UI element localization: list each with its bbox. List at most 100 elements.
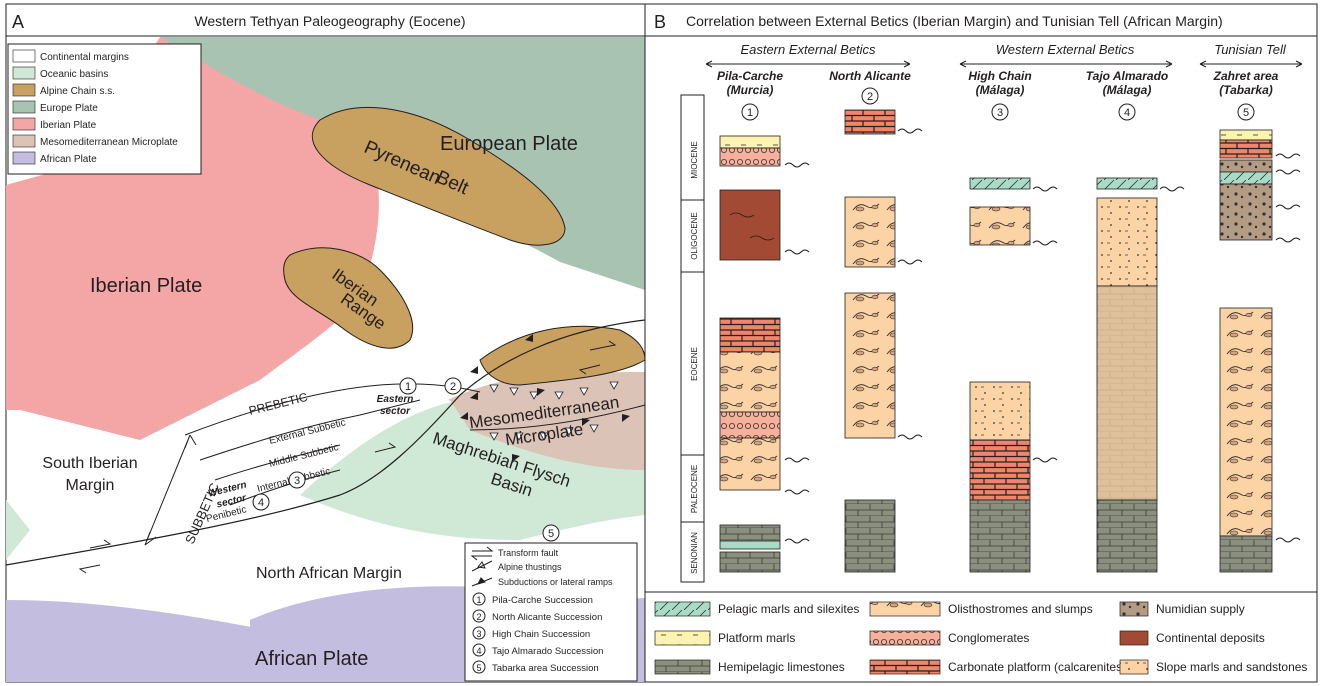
- legend-label: Europe Plate: [40, 103, 98, 114]
- maghrebian-basin: [300, 400, 645, 540]
- lithology-label: Olisthostromes and slumps: [948, 602, 1093, 616]
- legend-swatch: [12, 66, 36, 80]
- label-european-plate: European Plate: [440, 133, 578, 155]
- column-location: (Málaga): [976, 83, 1025, 97]
- panel-b: B Correlation between External Betics (I…: [644, 3, 1318, 683]
- column-name: High Chain: [968, 69, 1031, 83]
- subduction-triangles: [460, 334, 630, 462]
- key-item-label: Tajo Almarado Succession: [492, 646, 603, 657]
- pyrenean-belt-shape: [311, 106, 566, 246]
- lithology-label: Pelagic marls and silexites: [718, 602, 859, 616]
- map-circle-1: 1: [399, 377, 417, 395]
- svg-text:5: 5: [548, 528, 554, 540]
- panel-b-letter: B: [654, 12, 666, 32]
- column-number-circle: [1237, 103, 1255, 121]
- panel-a-title: Western Tethyan Paleogeography (Eocene): [194, 13, 465, 29]
- column-location: (Murcia): [727, 83, 774, 97]
- lithology-swatch: [654, 659, 711, 675]
- lithology-swatch: [654, 601, 711, 617]
- lithology-legend: Pelagic marls and silexites Olisthostrome…: [645, 591, 1317, 675]
- key-item-label: Pila-Carche Succession: [492, 595, 593, 606]
- key-item-label: High Chain Succession: [492, 629, 590, 640]
- svg-text:Western External Betics: Western External Betics: [996, 42, 1135, 57]
- key-alpine: Alpine thustings: [498, 562, 562, 572]
- panel-b-title: Correlation between External Betics (Ibe…: [686, 13, 1223, 29]
- unconformity-marks: [784, 128, 1301, 544]
- legend-swatch: [12, 83, 36, 97]
- lithology-swatch: [869, 630, 941, 646]
- column-north-alicante: [844, 109, 896, 573]
- column-number-circle: [861, 87, 879, 105]
- column-number: 3: [997, 107, 1003, 119]
- epoch-paleocene: PALEOCENE: [690, 465, 699, 513]
- column-name: North Alicante: [829, 69, 911, 83]
- legend-swatch: [12, 117, 36, 131]
- lithology-swatch: [1119, 659, 1149, 675]
- key-number: 5: [476, 663, 481, 673]
- alpine-thrust-icon: [471, 560, 493, 572]
- column-pila-carche: [719, 135, 781, 573]
- panel-a-letter: A: [12, 12, 24, 32]
- map-circle-4: 4: [252, 493, 270, 511]
- group-tunisian: Tunisian Tell: [1199, 42, 1303, 68]
- map-legend: Continental margins Oceanic basins Alpine …: [7, 43, 202, 175]
- svg-text:1: 1: [405, 381, 411, 393]
- map-circle-5: 5: [542, 524, 560, 542]
- epoch-scale: MIOCENE OLIGOCENE EOCENE PALEOCENE SENON…: [680, 94, 705, 583]
- legend-label: Continental margins: [40, 52, 129, 63]
- epoch-eocene: EOCENE: [690, 347, 699, 381]
- key-number: 2: [476, 612, 481, 622]
- lithology-label: Platform marls: [718, 631, 795, 645]
- label-eastern-sector-1: Eastern: [377, 394, 414, 405]
- svg-text:4: 4: [258, 497, 264, 509]
- epoch-miocene: MIOCENE: [690, 141, 699, 178]
- legend-label: Alpine Chain s.s.: [40, 86, 115, 97]
- transform-arrows: [78, 340, 617, 574]
- thrust-triangles: [489, 381, 619, 441]
- subduction-icon: [471, 577, 493, 587]
- mesomediterranean-lower: [450, 400, 645, 470]
- epoch-oligocene: OLIGOCENE: [690, 212, 699, 260]
- middle-subbetic-line: [214, 444, 341, 481]
- column-number-circle: [741, 103, 759, 121]
- column-number-circle: [991, 103, 1009, 121]
- column-name: Zahret area: [1213, 69, 1279, 83]
- key-number-circle: [472, 643, 486, 657]
- key-subduction: Subductions or lateral ramps: [498, 577, 613, 587]
- external-subbetic-line: [199, 399, 421, 461]
- legend-swatch: [12, 151, 36, 165]
- legend-swatch: [12, 134, 36, 148]
- transform-fault-icon: [470, 546, 494, 561]
- column-location: (Málaga): [1103, 83, 1152, 97]
- svg-text:Tunisian Tell: Tunisian Tell: [1214, 42, 1287, 57]
- column-number: 4: [1124, 107, 1130, 119]
- column-tajo-almarado: [1096, 177, 1158, 573]
- column-number: 2: [867, 91, 873, 103]
- key-number-circle: [472, 660, 486, 674]
- key-item-label: North Alicante Succession: [492, 612, 602, 623]
- mesomed-inner-line: [469, 404, 646, 431]
- legend-swatch: [12, 49, 36, 63]
- lithology-swatch: [1119, 601, 1149, 617]
- column-name: Tajo Almarado: [1086, 69, 1168, 83]
- column-number: 1: [747, 107, 753, 119]
- group-western: Western External Betics: [959, 42, 1173, 68]
- legend-swatch: [12, 100, 36, 114]
- lithology-swatch: [1119, 630, 1149, 646]
- symbol-key: Transform fault Alpine thustings Subduct…: [464, 542, 638, 682]
- key-number-circle: [472, 626, 486, 640]
- legend-label: Oceanic basins: [40, 69, 108, 80]
- svg-text:3: 3: [294, 475, 300, 487]
- oceanic-basin: [6, 500, 30, 560]
- key-item-label: Tabarka area Succession: [492, 663, 599, 674]
- column-zahret: [1219, 129, 1273, 573]
- lithology-label: Continental deposits: [1156, 631, 1265, 645]
- main-fault-line: [5, 319, 646, 566]
- key-number-circle: [472, 592, 486, 606]
- svg-text:2: 2: [450, 381, 456, 393]
- label-african-plate: African Plate: [255, 648, 368, 670]
- map-circle-3: 3: [288, 471, 306, 489]
- key-number: 1: [476, 595, 481, 605]
- key-number-circle: [472, 609, 486, 623]
- lithology-swatch: [869, 601, 941, 617]
